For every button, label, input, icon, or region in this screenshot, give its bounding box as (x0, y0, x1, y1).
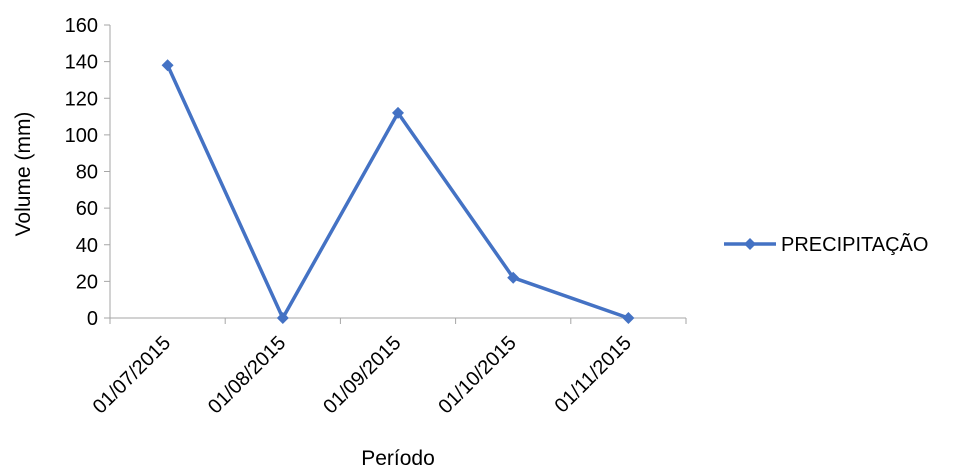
x-tick-label: 01/09/2015 (319, 332, 405, 418)
data-point-marker (507, 271, 520, 284)
x-tick-label: 01/08/2015 (204, 332, 290, 418)
y-tick-label: 40 (76, 235, 98, 257)
data-point-marker (622, 312, 635, 324)
y-axis-title: Volume (mm) (12, 112, 35, 237)
x-axis: 01/07/2015 01/08/2015 01/09/2015 01/10/2015… (89, 317, 687, 418)
data-point-marker (392, 106, 404, 119)
y-tick-label: 80 (76, 162, 98, 184)
x-axis-title: Período (361, 447, 435, 470)
y-tick-label: 120 (65, 88, 98, 110)
y-tick-label: 100 (65, 125, 98, 147)
y-axis: 0 20 40 60 80 100 120 140 160 (65, 15, 111, 330)
y-tick-label: 160 (65, 15, 98, 37)
data-point-marker (161, 59, 174, 72)
y-tick-label: 60 (76, 198, 98, 220)
data-point-marker (276, 312, 289, 324)
series-lines (161, 59, 635, 324)
legend: PRECIPITAÇÃO (724, 232, 928, 256)
y-tick-label: 0 (87, 308, 98, 330)
y-tick-label: 20 (76, 271, 98, 293)
x-tick-label: 01/07/2015 (89, 332, 175, 418)
series-line (166, 64, 629, 320)
y-tick-label: 140 (65, 52, 98, 74)
x-tick-label: 01/11/2015 (551, 332, 636, 417)
legend-marker (744, 238, 756, 250)
legend-label: PRECIPITAÇÃO (781, 232, 928, 256)
x-tick-label: 01/10/2015 (434, 332, 520, 418)
